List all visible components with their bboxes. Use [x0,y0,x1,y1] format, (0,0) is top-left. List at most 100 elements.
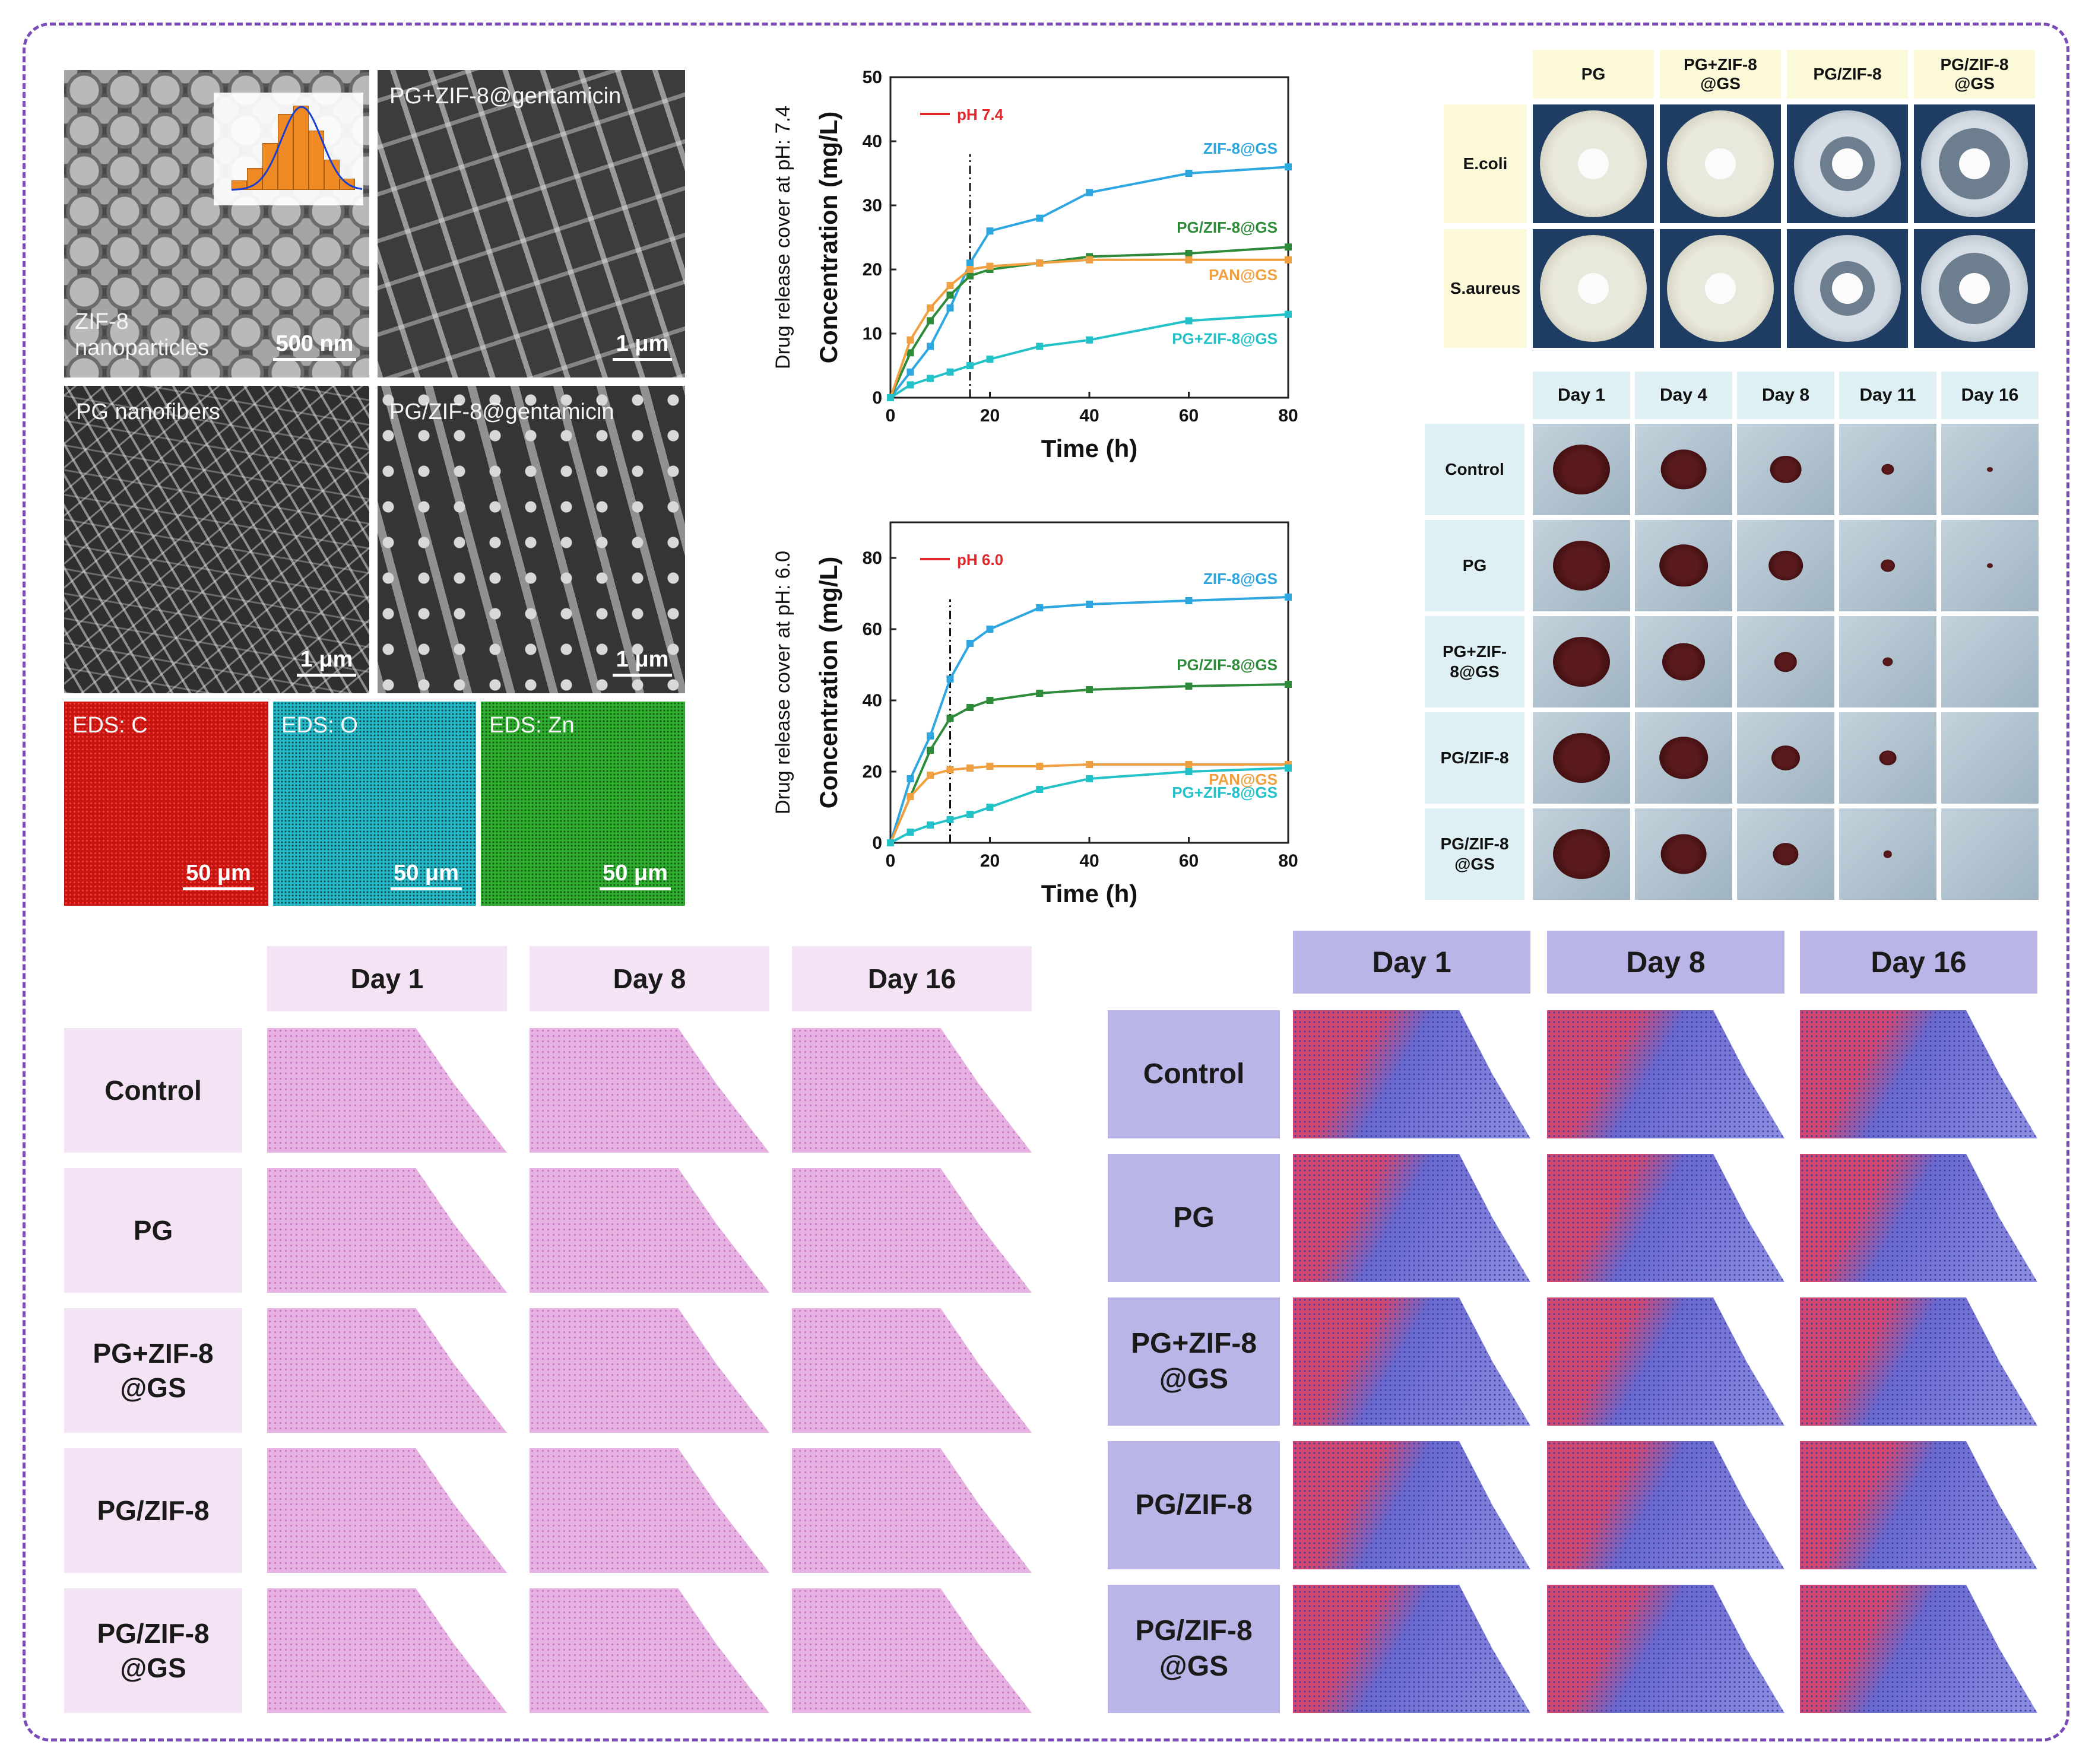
x-tick-label: 20 [980,851,1000,871]
tissue [1293,1010,1530,1138]
eds-label: EDS: O [281,713,358,738]
data-point [986,763,994,770]
series-line [890,767,1289,844]
data-point [966,362,974,369]
he-section-image [792,1168,1032,1293]
sample-disc [1578,273,1609,304]
scale-bar-label: 500 nm [275,331,354,356]
he-column-header: Day 1 [267,946,507,1011]
eds-label: EDS: Zn [489,713,575,738]
wound-photo [1941,424,2039,515]
scale-bar: 50 μm [600,861,671,890]
wound-photo [1737,712,1834,804]
scale-bar-line [613,358,672,361]
data-point [1086,189,1093,196]
data-point [1285,310,1292,318]
he-row-label: PG/ZIF-8 @GS [64,1588,242,1713]
series-label: PG+ZIF-8@GS [1172,330,1278,348]
data-point [1185,683,1193,690]
data-point [906,368,914,376]
data-point [906,349,914,357]
eds-map: EDS: O 50 μm [273,702,476,906]
tissue [530,1448,769,1573]
he-section-image [792,1588,1032,1713]
plot-frame [889,76,1289,399]
wound-row-label: PG/ZIF-8 [1425,712,1524,804]
wound-area [1773,843,1799,865]
tissue [267,1308,507,1433]
series-line [889,246,1289,398]
data-point [927,304,934,312]
tissue [1800,1441,2037,1569]
tissue [1800,1297,2037,1426]
sample-disc [1959,148,1990,179]
plate-column-header: PG [1533,50,1654,99]
release-chart-ph60: 0 20 40 60 80 0 20 40 60 80 Time (h) Concentration … [772,521,1298,908]
data-point [986,227,994,235]
eds-label: EDS: C [72,713,148,738]
y-tick-label: 20 [863,762,882,782]
data-point [966,640,974,647]
data-point [906,336,914,344]
tissue [1293,1154,1530,1282]
tissue [1547,1441,1784,1569]
masson-section-image [1547,1585,1784,1713]
data-point [946,291,954,299]
eds-map: EDS: C 50 μm [64,702,268,906]
sample-disc [1705,273,1736,304]
plate-row-label: E.coli [1444,104,1527,223]
data-point [1285,243,1292,251]
tissue [530,1308,769,1433]
sem-label-line: PG nanofibers [76,399,220,424]
sem-label-line: nanoparticles [75,335,210,360]
wound-photo [1737,424,1834,515]
tissue [1800,1585,2037,1713]
tissue [267,1448,507,1573]
sample-disc [1578,148,1609,179]
data-point [986,356,994,363]
scale-bar: 1 μm [613,331,672,361]
y-tick-label: 40 [863,691,882,710]
y-axis-outer-label: Drug release cover at pH: 7.4 [772,106,794,369]
series-label: PG/ZIF-8@GS [1177,656,1278,674]
x-tick-label: 0 [886,406,896,426]
y-tick-label: 20 [863,260,882,280]
x-tick-label: 60 [1179,851,1199,871]
series-label: ZIF-8@GS [1203,139,1278,157]
wound-area [1774,652,1798,672]
wound-photo [1533,808,1630,900]
data-point [1185,761,1193,768]
data-point [946,816,954,823]
data-point [966,811,974,818]
wound-area [1770,455,1802,484]
scale-bar-line [273,358,356,361]
he-section-image [530,1028,769,1153]
y-tick-label: 60 [863,620,882,639]
scale-bar: 50 μm [183,861,254,890]
data-point [927,747,934,754]
y-tick-label: 80 [863,548,882,568]
wound-area [1553,445,1610,494]
histogram-bar [293,106,309,190]
masson-section-image [1293,1297,1530,1426]
wound-photo [1839,712,1936,804]
wound-column-header: Day 16 [1941,372,2039,419]
data-point [1036,763,1044,770]
wound-photo [1533,520,1630,611]
sem-label-line: PG/ZIF-8@gentamicin [389,399,614,424]
wound-photo [1737,616,1834,707]
wound-column-header: Day 11 [1839,372,1936,419]
data-point [906,775,914,782]
he-column-header: Day 8 [530,946,769,1011]
scale-bar-line [391,887,462,890]
sem-image: PG+ZIF-8@gentamicin 1 μm [378,70,685,377]
masson-section-image [1800,1010,2037,1138]
y-tick-label: 0 [872,833,882,853]
y-axis-outer-label: Drug release cover at pH: 6.0 [772,551,794,814]
data-point [927,732,934,740]
petri-dish-image [1914,229,2035,348]
sem-label: PG+ZIF-8@gentamicin [389,83,621,109]
data-point [1036,690,1044,697]
masson-section-image [1547,1297,1784,1426]
data-point [1036,259,1044,267]
